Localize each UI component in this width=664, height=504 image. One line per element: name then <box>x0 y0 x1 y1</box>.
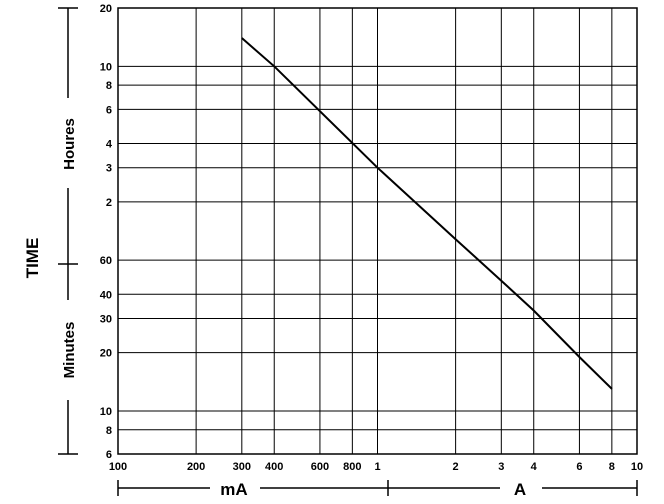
x-tick-label-6: 1 <box>374 461 380 473</box>
y-tick-label-3: 6 <box>106 104 112 116</box>
x-tick-label-3: 400 <box>265 461 283 473</box>
y-axis-title: TIME <box>23 238 42 279</box>
y-tick-label-12: 8 <box>106 425 112 437</box>
y-tick-label-1: 10 <box>100 61 112 73</box>
x-tick-label-4: 600 <box>311 461 329 473</box>
x-tick-labels: 100 200 300 400 600 800 1 2 3 4 6 8 10 <box>109 461 643 473</box>
x-tick-label-9: 4 <box>531 461 538 473</box>
x-unit-a-label: A <box>514 480 526 499</box>
y-tick-label-7: 60 <box>100 255 112 267</box>
y-tick-label-6: 2 <box>106 197 112 209</box>
x-tick-label-1: 200 <box>187 461 205 473</box>
x-tick-label-5: 800 <box>343 461 361 473</box>
y-tick-label-10: 20 <box>100 348 112 360</box>
plot-frame <box>117 7 638 455</box>
y-tick-labels: 20 10 8 6 4 3 2 60 40 30 20 10 8 6 <box>100 3 113 461</box>
hours-label: Houres <box>61 118 78 170</box>
y-tick-label-11: 10 <box>100 406 112 418</box>
y-tick-label-5: 3 <box>106 163 112 175</box>
x-tick-label-0: 100 <box>109 461 127 473</box>
x-tick-label-7: 2 <box>453 461 459 473</box>
x-unit-ma-label: mA <box>220 480 247 499</box>
series-line-0 <box>241 37 613 390</box>
x-tick-label-11: 8 <box>609 461 615 473</box>
x-tick-label-12: 10 <box>631 461 643 473</box>
y-tick-label-4: 4 <box>106 138 113 150</box>
plot-grid <box>117 7 638 455</box>
minutes-label: Minutes <box>61 322 78 379</box>
series-layer <box>241 37 613 390</box>
y-tick-label-8: 40 <box>100 289 112 301</box>
y-axis-decoration: Houres Minutes TIME <box>23 7 80 455</box>
x-tick-label-8: 3 <box>498 461 504 473</box>
x-tick-label-2: 300 <box>233 461 251 473</box>
y-tick-label-2: 8 <box>106 80 112 92</box>
y-tick-label-13: 6 <box>106 449 112 461</box>
y-tick-label-9: 30 <box>100 314 112 326</box>
x-axis-decoration: mA A <box>117 478 638 500</box>
x-tick-label-10: 6 <box>576 461 582 473</box>
y-tick-label-0: 20 <box>100 3 112 15</box>
